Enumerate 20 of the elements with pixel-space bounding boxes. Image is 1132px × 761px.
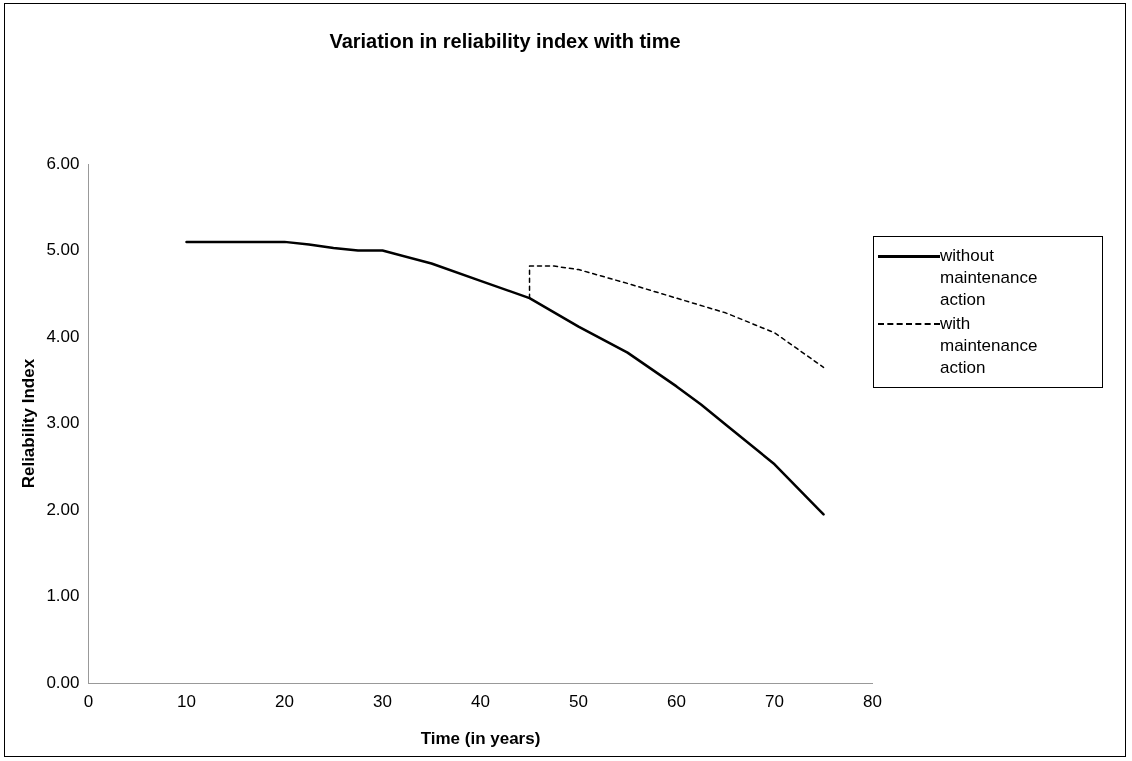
y-tick-label: 5.00 bbox=[46, 240, 80, 260]
y-tick-label: 0.00 bbox=[46, 672, 80, 692]
x-tick-label: 20 bbox=[275, 692, 294, 712]
legend-label: with maintenance action bbox=[940, 313, 1039, 379]
chart-title: Variation in reliability index with time bbox=[328, 30, 682, 53]
y-axis-title: Reliability Index bbox=[18, 358, 38, 489]
x-tick-label: 10 bbox=[177, 692, 196, 712]
x-tick-label: 30 bbox=[373, 692, 392, 712]
x-tick-label: 40 bbox=[471, 692, 490, 712]
y-tick-label: 6.00 bbox=[46, 153, 80, 173]
y-tick-label: 1.00 bbox=[46, 586, 80, 606]
x-tick-label: 0 bbox=[83, 692, 94, 712]
x-axis-title: Time (in years) bbox=[420, 729, 541, 749]
y-tick-label: 4.00 bbox=[46, 326, 80, 346]
x-tick-label: 60 bbox=[667, 692, 686, 712]
y-tick-label: 3.00 bbox=[46, 413, 80, 433]
x-tick-label: 50 bbox=[569, 692, 588, 712]
y-tick-label: 2.00 bbox=[46, 499, 80, 519]
x-tick-label: 70 bbox=[765, 692, 784, 712]
x-tick-label: 80 bbox=[863, 692, 883, 712]
